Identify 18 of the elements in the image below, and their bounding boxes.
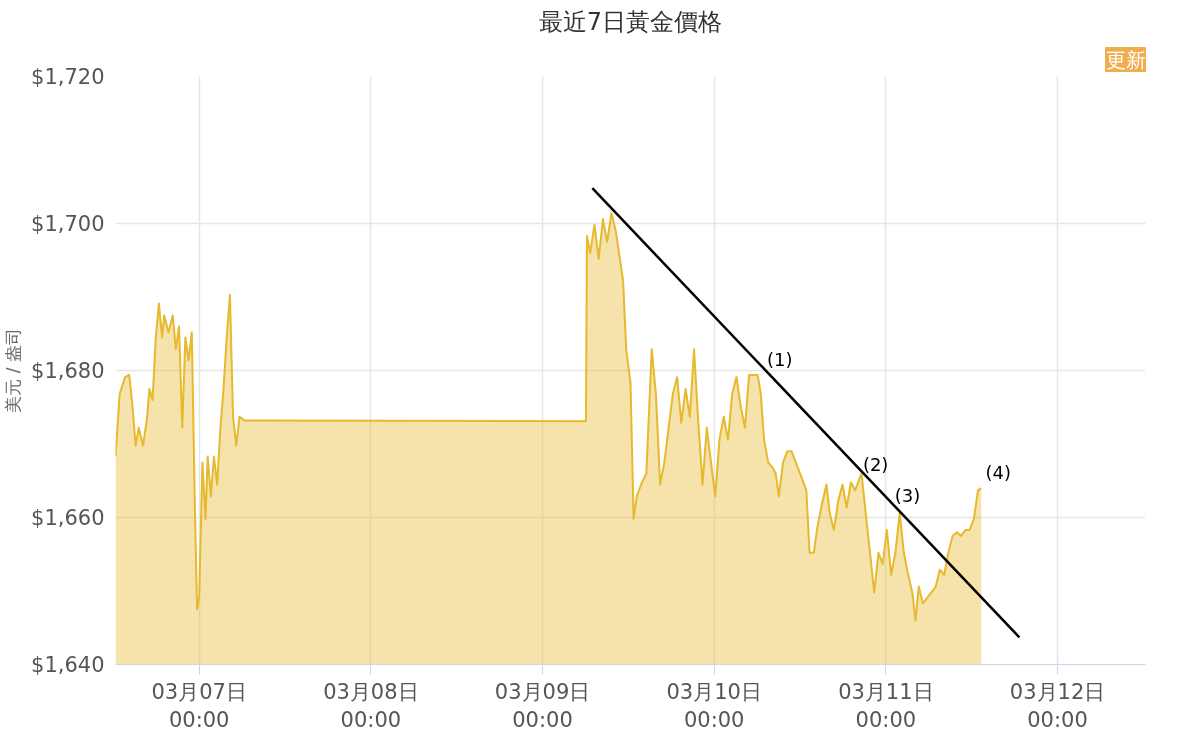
x-tick-label: 03月07日 00:00 [151,679,247,733]
x-tick-label: 03月10日 00:00 [666,679,762,733]
y-tick-label: $1,720 [31,64,105,89]
y-tick-label: $1,700 [31,211,105,236]
x-tick-label: 03月12日 00:00 [1009,679,1106,733]
annotation: (1) [767,348,793,370]
x-tick-label: 03月11日 00:00 [838,679,934,733]
y-tick-label: $1,660 [31,505,105,530]
annotation: (2) [862,454,889,476]
chart-title: 最近7日黃金價格 [538,7,723,36]
y-tick-label: $1,680 [31,358,105,383]
y-axis-title: 美元 / 盎司 [3,328,24,413]
text: 更新 [1105,47,1146,72]
x-tick-label: 03月08日 00:00 [323,679,419,733]
annotation: (3) [894,485,921,507]
annotation: (4) [985,461,1011,483]
y-tick-label: $1,640 [31,652,105,677]
x-tick-label: 03月09日 00:00 [494,679,591,733]
